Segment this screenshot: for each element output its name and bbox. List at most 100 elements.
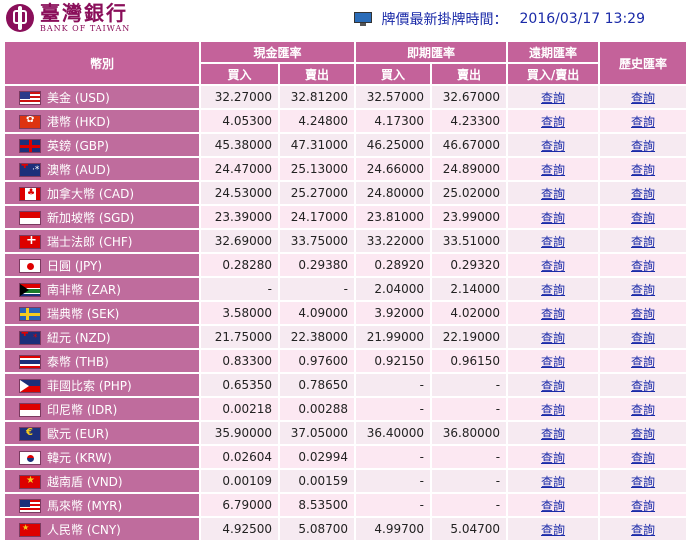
sgd-flag-icon xyxy=(19,211,41,225)
forward-rate-query-link[interactable]: 查詢 xyxy=(541,306,566,321)
history-rate-query-link[interactable]: 查詢 xyxy=(631,402,656,417)
forward-rate-query-link[interactable]: 查詢 xyxy=(541,330,566,345)
history-rate-query-link[interactable]: 查詢 xyxy=(631,450,656,465)
currency-cell: 港幣 (HKD) xyxy=(5,110,199,132)
cash-buy-cell: 0.65350 xyxy=(201,374,278,396)
history-rate-query-link[interactable]: 查詢 xyxy=(631,306,656,321)
currency-cell: 瑞典幣 (SEK) xyxy=(5,302,199,324)
forward-rate-query-link[interactable]: 查詢 xyxy=(541,138,566,153)
forward-rate-query-link[interactable]: 查詢 xyxy=(541,114,566,129)
cash-buy-cell: 4.92500 xyxy=(201,518,278,540)
forward-rate-query-link[interactable]: 查詢 xyxy=(541,234,566,249)
history-rate-query-link[interactable]: 查詢 xyxy=(631,474,656,489)
spot-buy-cell: 46.25000 xyxy=(356,134,431,156)
bank-logo-mark-icon xyxy=(6,4,34,32)
history-rate-cell: 查詢 xyxy=(600,278,687,300)
forward-rate-query-link[interactable]: 查詢 xyxy=(541,210,566,225)
forward-rate-query-link[interactable]: 查詢 xyxy=(541,522,566,537)
spot-buy-cell: - xyxy=(356,446,431,468)
forward-rate-cell: 查詢 xyxy=(508,254,599,276)
history-rate-cell: 查詢 xyxy=(600,350,687,372)
forward-rate-query-link[interactable]: 查詢 xyxy=(541,90,566,105)
monitor-icon xyxy=(353,12,372,26)
currency-cell: 越南盾 (VND) xyxy=(5,470,199,492)
forward-rate-query-link[interactable]: 查詢 xyxy=(541,354,566,369)
spot-buy-cell: 36.40000 xyxy=(356,422,431,444)
cash-buy-cell: 24.53000 xyxy=(201,182,278,204)
spot-sell-cell: 5.04700 xyxy=(432,518,507,540)
spot-sell-cell: - xyxy=(432,374,507,396)
table-row: 瑞典幣 (SEK) 3.58000 4.09000 3.92000 4.02000 查詢 查… xyxy=(5,302,687,324)
table-row: 馬來幣 (MYR) 6.79000 8.53500- - 查詢 查詢 xyxy=(5,494,687,516)
history-rate-query-link[interactable]: 查詢 xyxy=(631,330,656,345)
forward-rate-cell: 查詢 xyxy=(508,518,599,540)
cash-sell-cell: 22.38000 xyxy=(280,326,355,348)
forward-rate-cell: 查詢 xyxy=(508,134,599,156)
forward-rate-query-link[interactable]: 查詢 xyxy=(541,162,566,177)
cash-sell-cell: 0.00159 xyxy=(280,470,355,492)
php-flag-icon xyxy=(19,379,41,393)
currency-name: 瑞典幣 (SEK) xyxy=(47,306,120,321)
history-rate-query-link[interactable]: 查詢 xyxy=(631,210,656,225)
rate-table-body: 美金 (USD) 32.27000 32.81200 32.57000 32.67000… xyxy=(5,86,687,540)
bank-logo[interactable]: 臺灣銀行 BANK OF TAIWAN xyxy=(6,3,130,33)
forward-rate-query-link[interactable]: 查詢 xyxy=(541,402,566,417)
page-header: 臺灣銀行 BANK OF TAIWAN 牌價最新掛牌時間： 2016/03/17… xyxy=(0,0,691,38)
thb-flag-icon xyxy=(19,355,41,369)
history-rate-cell: 查詢 xyxy=(600,326,687,348)
history-rate-query-link[interactable]: 查詢 xyxy=(631,378,656,393)
forward-rate-query-link[interactable]: 查詢 xyxy=(541,426,566,441)
history-rate-query-link[interactable]: 查詢 xyxy=(631,90,656,105)
spot-sell-cell: 24.89000 xyxy=(432,158,507,180)
history-rate-cell: 查詢 xyxy=(600,374,687,396)
forward-rate-query-link[interactable]: 查詢 xyxy=(541,498,566,513)
zar-flag-icon xyxy=(19,283,41,297)
currency-cell: 人民幣 (CNY) xyxy=(5,518,199,540)
currency-cell: 馬來幣 (MYR) xyxy=(5,494,199,516)
cash-sell-cell: 25.27000 xyxy=(280,182,355,204)
forward-rate-query-link[interactable]: 查詢 xyxy=(541,378,566,393)
currency-name: 加拿大幣 (CAD) xyxy=(47,186,135,201)
currency-name: 韓元 (KRW) xyxy=(47,450,112,465)
cash-buy-cell: 24.47000 xyxy=(201,158,278,180)
history-rate-query-link[interactable]: 查詢 xyxy=(631,162,656,177)
history-rate-query-link[interactable]: 查詢 xyxy=(631,138,656,153)
table-row: 瑞士法郎 (CHF) 32.6900033.7500033.2200033.510… xyxy=(5,230,687,252)
spot-buy-cell: 4.17300 xyxy=(356,110,431,132)
history-rate-query-link[interactable]: 查詢 xyxy=(631,282,656,297)
header-spot-sell: 賣出 xyxy=(432,64,507,84)
history-rate-cell: 查詢 xyxy=(600,518,687,540)
history-rate-query-link[interactable]: 查詢 xyxy=(631,498,656,513)
history-rate-query-link[interactable]: 查詢 xyxy=(631,258,656,273)
nzd-flag-icon xyxy=(19,331,41,345)
quote-time-value: 2016/03/17 13:29 xyxy=(519,11,646,27)
cash-sell-cell: 5.08700 xyxy=(280,518,355,540)
history-rate-query-link[interactable]: 查詢 xyxy=(631,522,656,537)
currency-name: 港幣 (HKD) xyxy=(47,114,111,129)
history-rate-query-link[interactable]: 查詢 xyxy=(631,354,656,369)
currency-cell: 韓元 (KRW) xyxy=(5,446,199,468)
forward-rate-query-link[interactable]: 查詢 xyxy=(541,258,566,273)
history-rate-query-link[interactable]: 查詢 xyxy=(631,234,656,249)
currency-name: 澳幣 (AUD) xyxy=(47,162,111,177)
currency-name: 越南盾 (VND) xyxy=(47,474,123,489)
cash-sell-cell: 25.13000 xyxy=(280,158,355,180)
table-row: 新加坡幣 (SGD) 23.39000 24.17000 23.81000 23.990… xyxy=(5,206,687,228)
forward-rate-query-link[interactable]: 查詢 xyxy=(541,186,566,201)
spot-sell-cell: - xyxy=(432,470,507,492)
history-rate-cell: 查詢 xyxy=(600,158,687,180)
forward-rate-query-link[interactable]: 查詢 xyxy=(541,474,566,489)
table-row: 加拿大幣 (CAD) 24.5300025.2700024.8000025.020… xyxy=(5,182,687,204)
cash-sell-cell: 0.78650 xyxy=(280,374,355,396)
history-rate-query-link[interactable]: 查詢 xyxy=(631,114,656,129)
spot-buy-cell: 32.57000 xyxy=(356,86,431,108)
forward-rate-cell: 查詢 xyxy=(508,398,599,420)
history-rate-query-link[interactable]: 查詢 xyxy=(631,426,656,441)
forward-rate-query-link[interactable]: 查詢 xyxy=(541,282,566,297)
history-rate-cell: 查詢 xyxy=(600,86,687,108)
history-rate-query-link[interactable]: 查詢 xyxy=(631,186,656,201)
currency-name: 馬來幣 (MYR) xyxy=(47,498,123,513)
hkd-flag-icon xyxy=(19,115,41,129)
forward-rate-query-link[interactable]: 查詢 xyxy=(541,450,566,465)
